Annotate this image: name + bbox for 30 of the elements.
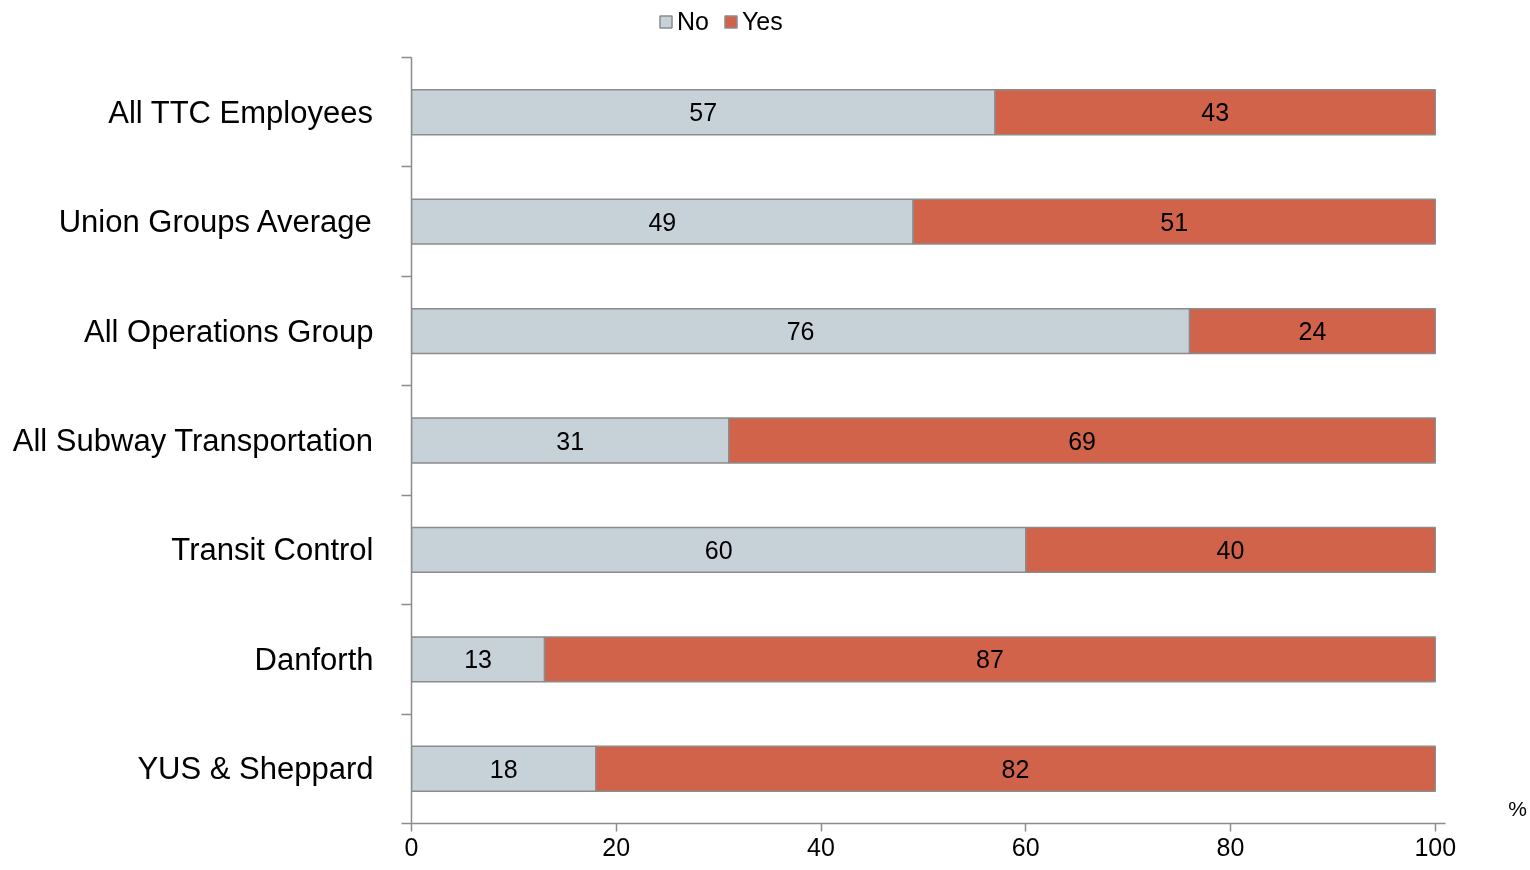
data-label: 13 [464, 645, 492, 674]
data-label: 43 [1201, 98, 1230, 127]
y-tick-label: All Operations Group [84, 313, 374, 349]
data-label: 18 [489, 754, 518, 783]
y-tick-label: Union Groups Average [58, 204, 372, 240]
x-tick-label: 100 [1414, 832, 1457, 861]
data-label: 31 [556, 426, 585, 455]
data-label: 69 [1068, 426, 1096, 455]
data-label: 60 [704, 535, 733, 564]
legend-label: Yes [741, 7, 783, 36]
data-label: 24 [1298, 317, 1327, 346]
data-label: 51 [1160, 207, 1189, 236]
data-label: 57 [689, 98, 718, 127]
x-tick-label: 20 [602, 832, 631, 861]
x-tick-label: 0 [404, 832, 419, 861]
x-axis-title: % [1508, 796, 1527, 820]
data-label: 82 [1001, 754, 1030, 783]
y-tick-label: Danforth [254, 641, 374, 677]
x-tick-label: 60 [1011, 832, 1040, 861]
legend-label: No [677, 7, 709, 36]
data-label: 87 [976, 645, 1004, 674]
data-label: 49 [648, 207, 677, 236]
data-label: 76 [786, 317, 815, 346]
y-tick-label: Transit Control [171, 532, 374, 568]
x-tick-label: 80 [1216, 832, 1245, 861]
y-tick-label: All TTC Employees [108, 94, 373, 130]
data-label: 40 [1216, 535, 1245, 564]
y-tick-label: YUS & Sheppard [137, 751, 374, 787]
y-tick-label: All Subway Transportation [12, 423, 373, 458]
x-tick-label: 40 [807, 832, 835, 861]
